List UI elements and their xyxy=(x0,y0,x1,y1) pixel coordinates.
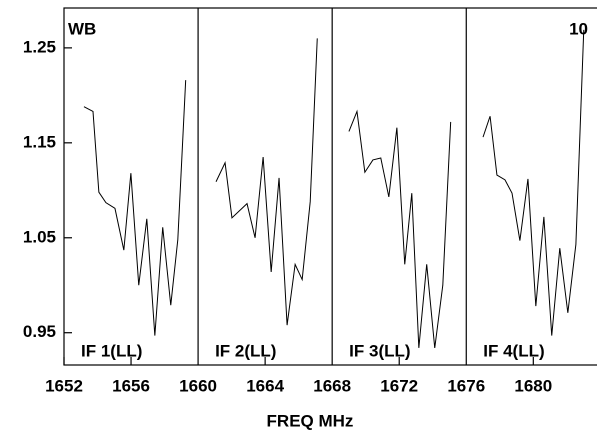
y-tick-label: 1.25 xyxy=(23,37,56,56)
panel-label: IF 3(LL) xyxy=(349,341,410,360)
annotation: 10 xyxy=(569,19,588,38)
plot-frame xyxy=(63,7,597,366)
x-tick-label: 1672 xyxy=(380,376,418,395)
series-line xyxy=(215,38,318,326)
x-tick-label: 1664 xyxy=(246,376,284,395)
panel-label: IF 2(LL) xyxy=(215,341,276,360)
series-line xyxy=(482,29,585,336)
series-line xyxy=(348,109,452,348)
y-tick-label: 1.05 xyxy=(23,227,56,246)
series-line xyxy=(83,80,187,336)
x-tick-label: 1668 xyxy=(313,376,351,395)
x-tick-label: 1656 xyxy=(112,376,150,395)
annotation: WB xyxy=(68,19,96,38)
x-tick-label: 1680 xyxy=(514,376,552,395)
x-axis-label: FREQ MHz xyxy=(267,411,354,430)
panel-label: IF 1(LL) xyxy=(81,341,142,360)
y-tick-label: 0.95 xyxy=(23,322,56,341)
x-tick-label: 1676 xyxy=(447,376,485,395)
panel-label: IF 4(LL) xyxy=(483,341,544,360)
x-tick-label: 1660 xyxy=(179,376,217,395)
x-tick-label: 1652 xyxy=(45,376,83,395)
y-tick-label: 1.15 xyxy=(23,132,56,151)
